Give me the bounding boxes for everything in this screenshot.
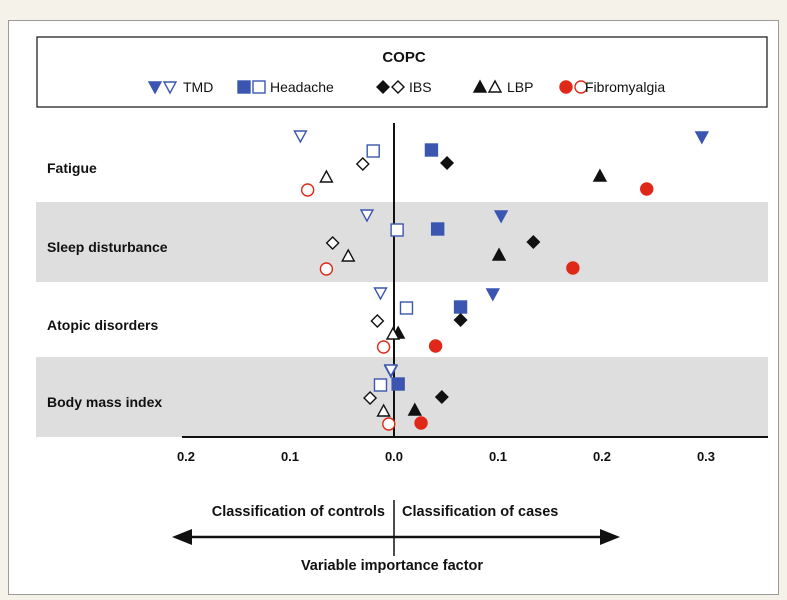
marker-filled	[592, 168, 608, 182]
legend-item: Fibromyalgia	[559, 79, 665, 95]
marker-filled	[694, 131, 710, 145]
category-label: Body mass index	[47, 394, 162, 410]
legend-marker-open	[487, 79, 503, 93]
x-tick-label: 0.1	[281, 449, 299, 464]
legend-marker-filled	[559, 80, 573, 94]
marker-open	[300, 183, 315, 197]
marker-filled	[493, 210, 509, 224]
category-labels: Fatigue Sleep disturbance Atopic disorders…	[47, 160, 168, 410]
data-markers	[293, 130, 710, 431]
legend-item: IBS	[376, 79, 432, 95]
annotation-cases: Classification of cases	[402, 504, 558, 520]
marker-open	[370, 314, 385, 328]
marker-filled	[407, 402, 422, 416]
marker-filled	[430, 222, 445, 236]
marker-open	[399, 301, 414, 315]
marker-open	[385, 326, 401, 340]
category-label: Fatigue	[47, 160, 97, 176]
legend: TMD Headache IBS LBP Fibromyalgia	[147, 79, 665, 95]
marker-open	[325, 236, 340, 250]
arrow-left-head	[172, 529, 192, 545]
annotation-controls: Classification of controls	[212, 504, 385, 520]
legend-label: LBP	[507, 79, 533, 95]
arrow-right-head	[600, 529, 620, 545]
marker-filled	[414, 416, 428, 430]
legend-marker-filled	[237, 80, 251, 94]
marker-open	[363, 391, 378, 405]
marker-filled	[640, 182, 654, 196]
marker-open	[382, 417, 396, 431]
marker-open	[383, 364, 399, 378]
legend-marker-open	[252, 80, 266, 94]
marker-filled	[440, 156, 455, 170]
legend-marker-open	[574, 80, 588, 94]
x-tick-label: 0.2	[593, 449, 611, 464]
x-tick-labels: 0.2 0.1 0.0 0.1 0.2 0.3	[177, 449, 715, 464]
chart-title: COPC	[382, 49, 426, 66]
x-tick-label: 0.3	[697, 449, 715, 464]
legend-item: LBP	[472, 79, 533, 95]
marker-filled	[526, 235, 541, 249]
legend-marker-open	[162, 81, 178, 95]
band-sleep-disturbance	[36, 202, 768, 282]
band-body-mass-index	[36, 357, 768, 437]
marker-filled	[453, 300, 468, 314]
marker-open	[373, 287, 388, 301]
legend-box	[36, 36, 768, 108]
marker-open	[376, 403, 391, 417]
legend-label: Headache	[270, 79, 334, 95]
x-tick-label: 0.0	[385, 449, 403, 464]
legend-item: Headache	[237, 79, 334, 95]
marker-open	[390, 223, 404, 237]
marker-open	[293, 130, 308, 144]
marker-filled	[453, 313, 468, 327]
marker-filled	[566, 261, 580, 275]
marker-open	[319, 169, 334, 183]
marker-open	[376, 340, 391, 354]
marker-open	[373, 378, 388, 392]
legend-label: TMD	[183, 79, 213, 95]
category-label: Sleep disturbance	[47, 239, 168, 255]
marker-filled	[485, 288, 500, 302]
marker-filled	[491, 247, 507, 261]
legend-marker-filled	[147, 81, 163, 95]
legend-item: TMD	[147, 79, 213, 95]
legend-marker-filled	[376, 80, 390, 94]
marker-filled	[424, 143, 439, 157]
marker-filled	[391, 377, 405, 391]
marker-open	[341, 248, 356, 262]
marker-open	[355, 157, 370, 171]
marker-open	[319, 262, 334, 276]
legend-marker-open	[391, 80, 405, 94]
legend-marker-filled	[472, 79, 488, 93]
x-tick-label: 0.1	[489, 449, 507, 464]
marker-open	[366, 144, 380, 158]
marker-filled	[428, 339, 443, 353]
legend-label: IBS	[409, 79, 432, 95]
x-tick-label: 0.2	[177, 449, 195, 464]
category-label: Atopic disorders	[47, 317, 158, 333]
marker-open	[359, 209, 375, 223]
axis-title: Variable importance factor	[301, 558, 483, 574]
marker-filled	[434, 390, 449, 404]
legend-label: Fibromyalgia	[585, 79, 665, 95]
